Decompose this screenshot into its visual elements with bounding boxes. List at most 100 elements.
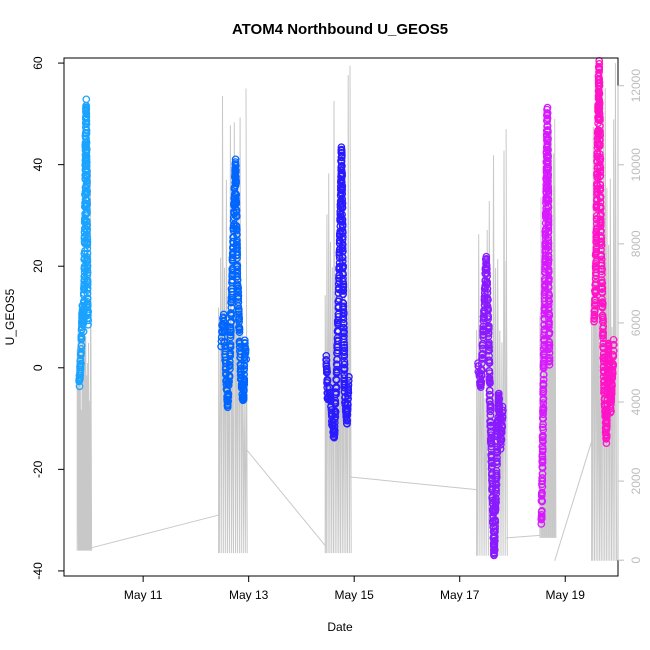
data-point [596, 192, 605, 201]
data-point [597, 227, 605, 235]
data-point [240, 374, 248, 383]
data-point [482, 257, 491, 266]
data-point [486, 434, 495, 443]
data-point [233, 265, 242, 274]
data-point [82, 126, 91, 135]
data-point [77, 345, 85, 353]
data-point [485, 343, 493, 351]
data-point [337, 171, 346, 179]
data-point [225, 377, 233, 386]
data-point [596, 163, 605, 172]
data-point [485, 359, 494, 367]
data-point [544, 220, 553, 229]
data-point [82, 145, 91, 154]
data-point [490, 545, 499, 553]
data-point [338, 240, 347, 249]
data-point [331, 400, 340, 408]
data-point [595, 78, 604, 87]
data-point [332, 388, 341, 397]
data-point [498, 413, 507, 422]
data-point [332, 365, 341, 374]
data-point [82, 119, 90, 127]
data-point [343, 404, 352, 413]
data-point [83, 239, 92, 248]
data-point [330, 430, 339, 439]
data-point [83, 276, 92, 285]
data-point [545, 345, 553, 354]
data-point [544, 276, 553, 285]
data-point [595, 82, 603, 91]
data-point [331, 413, 340, 421]
data-point [235, 325, 244, 334]
data-point [233, 272, 242, 281]
data-point [226, 365, 234, 373]
data-point [83, 289, 92, 298]
data-point [234, 302, 243, 310]
data-point [474, 359, 482, 368]
data-point [490, 532, 499, 540]
data-point [340, 360, 349, 369]
data-point [344, 385, 353, 394]
data-point [486, 397, 494, 405]
data-point [76, 365, 85, 374]
data-point [538, 423, 547, 432]
series-points [537, 103, 554, 528]
x-tick-label: May 19 [546, 588, 586, 602]
data-point [232, 211, 241, 220]
data-point [545, 353, 553, 362]
data-point [340, 328, 348, 337]
data-point [608, 372, 617, 381]
data-point [595, 122, 604, 130]
data-point [484, 324, 493, 333]
data-point [595, 68, 603, 77]
data-point [77, 359, 85, 368]
data-point [77, 335, 86, 344]
data-point [595, 64, 603, 73]
data-point [232, 196, 240, 205]
series-points [75, 95, 93, 391]
data-point [82, 227, 91, 236]
data-point [595, 149, 604, 158]
data-point [345, 373, 353, 381]
data-point [339, 290, 347, 299]
y-tick-label: 60 [31, 56, 45, 70]
data-point [338, 210, 346, 219]
data-point [609, 335, 618, 344]
data-point [539, 404, 548, 412]
data-point [538, 477, 547, 486]
data-point [595, 88, 603, 97]
data-point [82, 196, 91, 204]
data-point [83, 279, 92, 287]
data-point [595, 103, 604, 111]
data-point [338, 199, 347, 208]
data-point [591, 296, 599, 305]
data-point [234, 284, 243, 292]
data-point [596, 131, 604, 140]
x-tick-label: May 11 [124, 588, 163, 602]
data-point [232, 225, 241, 233]
data-point [545, 328, 554, 337]
data-point [339, 286, 348, 295]
data-point [338, 243, 347, 252]
data-point [492, 498, 500, 507]
data-point [540, 328, 549, 337]
data-point [337, 145, 346, 154]
series-points [217, 155, 251, 412]
data-point [592, 219, 601, 228]
data-point [545, 341, 553, 350]
data-point [343, 419, 351, 428]
altitude-trace-connector [90, 514, 219, 549]
data-point [609, 340, 618, 349]
data-point [538, 447, 547, 456]
data-point [322, 364, 331, 373]
data-point [232, 208, 241, 217]
data-point [84, 311, 92, 320]
data-point [484, 312, 492, 320]
data-point [338, 194, 346, 203]
data-point [597, 261, 606, 270]
data-point [344, 388, 353, 397]
y2-tick-label: 6000 [629, 309, 643, 336]
data-point [609, 351, 618, 360]
data-point [235, 314, 244, 323]
data-point [491, 515, 499, 524]
